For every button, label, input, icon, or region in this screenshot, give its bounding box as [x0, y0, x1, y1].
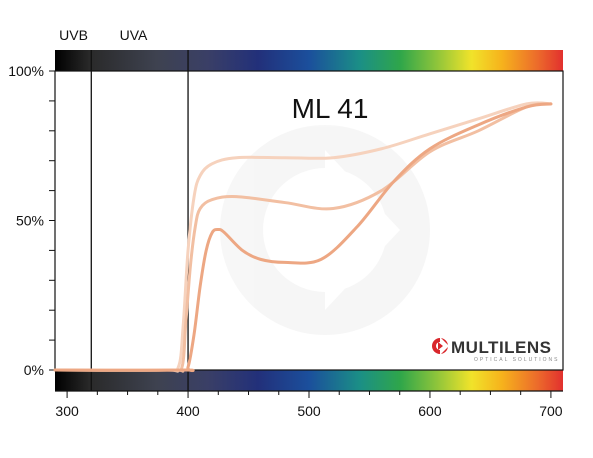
x-tick-label: 600 [418, 403, 442, 419]
y-tick-label: 50% [16, 213, 44, 229]
x-tick-label: 400 [176, 403, 200, 419]
logo-tagline: OPTICAL SOLUTIONS [474, 357, 560, 363]
watermark-logo [220, 125, 430, 335]
chart-title: ML 41 [292, 93, 369, 124]
logo-name: MULTILENS [451, 338, 552, 357]
plot-area [54, 70, 564, 371]
multilens-logo-icon [432, 337, 449, 355]
series-layer [53, 101, 553, 373]
spectrum-bar-top [55, 50, 563, 72]
series-line-3 [53, 102, 553, 373]
band-label: UVA [120, 27, 148, 43]
series-line-2 [53, 102, 553, 373]
multilens-logo: MULTILENS OPTICAL SOLUTIONS [432, 337, 560, 363]
y-tick-label: 100% [8, 63, 44, 79]
y-tick-label: 0% [24, 362, 44, 378]
x-tick-label: 500 [297, 403, 321, 419]
series-line-1 [53, 101, 553, 373]
spectrum-bar-bottom [55, 369, 563, 391]
vertical-lines [90, 50, 189, 391]
band-labels: UVB UVA [59, 27, 148, 43]
axes: 300 400 500 600 700 0% 50% 100% [8, 63, 563, 419]
x-tick-label: 300 [55, 403, 79, 419]
x-tick-label: 700 [539, 403, 563, 419]
band-label: UVB [59, 27, 88, 43]
